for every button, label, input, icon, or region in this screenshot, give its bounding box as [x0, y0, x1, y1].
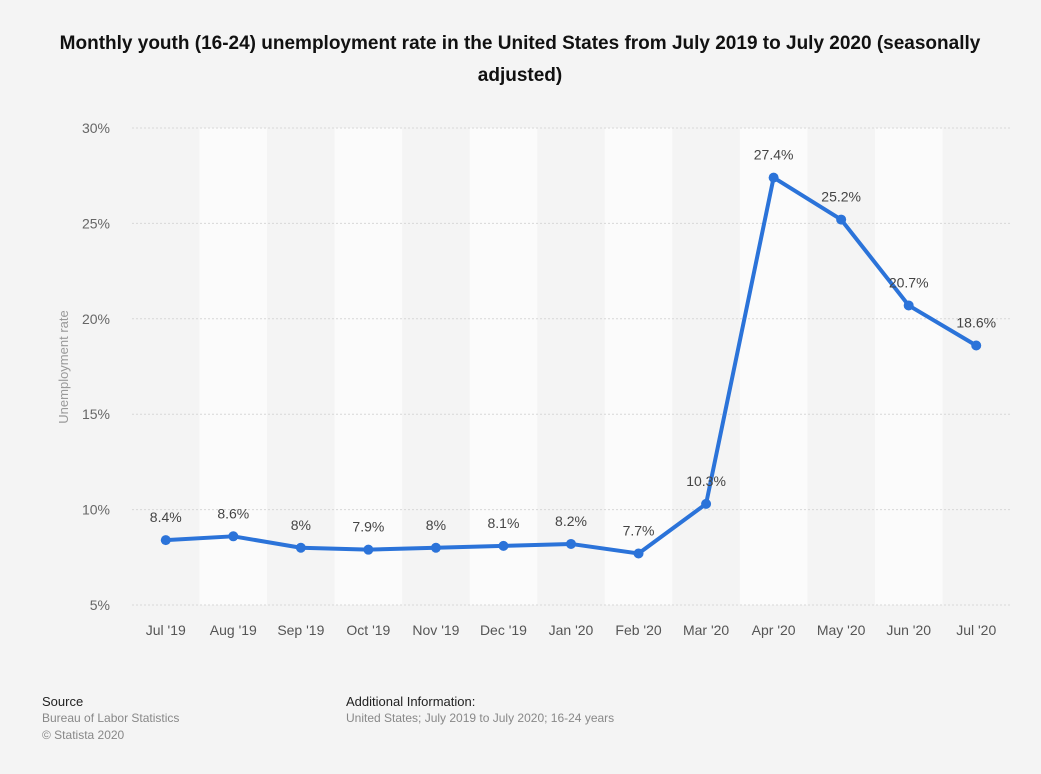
y-tick-label: 20%: [82, 311, 110, 327]
data-label: 7.7%: [623, 522, 655, 538]
column-band: [604, 128, 673, 605]
data-label: 10.3%: [686, 473, 726, 489]
data-point[interactable]: [498, 540, 509, 551]
x-tick-label: May '20: [817, 622, 866, 638]
data-point[interactable]: [566, 538, 576, 549]
y-tick-label: 10%: [82, 502, 110, 518]
y-tick-label: 25%: [82, 215, 110, 231]
data-point[interactable]: [768, 172, 779, 183]
x-axis-ticks: Jul '19 Aug '19 Sep '19 Oct '19 Nov '19 Dec '…: [146, 622, 997, 638]
x-tick-label: Apr '20: [752, 622, 796, 638]
x-tick-label: Jul '20: [956, 622, 996, 638]
data-label: 20.7%: [889, 274, 929, 290]
data-point[interactable]: [701, 498, 712, 509]
series-polyline: [163, 175, 979, 556]
data-label: 8.2%: [555, 513, 587, 529]
info-heading: Additional Information:: [346, 694, 476, 709]
data-points: [160, 172, 982, 559]
y-tick-label: 15%: [82, 406, 110, 422]
x-tick-label: Jan '20: [549, 622, 594, 638]
data-label: 7.9%: [352, 519, 384, 535]
column-band: [874, 128, 943, 605]
x-tick-label: Aug '19: [210, 622, 257, 638]
data-labels: 8.4% 8.6% 8% 7.9% 8% 8.1% 8.2% 7.7% 10.3% 27.4% 25…: [150, 147, 996, 539]
chart-title: Monthly youth (16-24) unemployment rate …: [59, 33, 981, 86]
data-label: 8%: [291, 517, 311, 533]
y-axis-label: Unemployment rate: [56, 310, 71, 423]
data-label: 8.4%: [150, 509, 182, 525]
source-heading: Source: [42, 694, 84, 709]
additional-info-block: Additional Information: United States; J…: [346, 693, 846, 727]
series-line: [163, 175, 979, 556]
source-block: Source Bureau of Labor Statistics © Stat…: [42, 693, 322, 744]
data-point[interactable]: [228, 531, 239, 542]
data-point[interactable]: [633, 548, 644, 559]
column-band: [199, 128, 268, 605]
data-label: 25.2%: [821, 189, 861, 205]
copyright: © Statista 2020: [42, 728, 125, 742]
data-label: 8%: [426, 517, 446, 533]
x-tick-label: Feb '20: [615, 622, 661, 638]
data-label: 27.4%: [754, 147, 794, 163]
source-name: Bureau of Labor Statistics: [42, 711, 180, 725]
x-tick-label: Jun '20: [886, 622, 931, 638]
column-band: [469, 128, 538, 605]
column-bands: [199, 128, 943, 605]
y-tick-label: 30%: [82, 120, 110, 136]
x-tick-label: Oct '19: [346, 622, 390, 638]
x-tick-label: Dec '19: [480, 622, 527, 638]
y-tick-label: 5%: [90, 597, 110, 613]
x-tick-label: Sep '19: [277, 622, 324, 638]
data-point[interactable]: [836, 214, 847, 225]
x-tick-label: Nov '19: [412, 622, 459, 638]
data-label: 8.6%: [217, 505, 249, 521]
data-label: 18.6%: [956, 315, 996, 331]
line-chart: 5% 10% 15% 20% 25% 30% Jul '19 Aug '19 Sep '19 O…: [56, 120, 1010, 638]
data-point[interactable]: [430, 542, 441, 553]
data-point[interactable]: [971, 340, 982, 351]
data-label: 8.1%: [488, 515, 520, 531]
y-axis-ticks: 5% 10% 15% 20% 25% 30%: [82, 120, 110, 613]
data-point[interactable]: [363, 544, 374, 555]
info-text: United States; July 2019 to July 2020; 1…: [346, 711, 615, 725]
data-point[interactable]: [295, 542, 306, 553]
column-band: [739, 128, 808, 605]
x-tick-label: Jul '19: [146, 622, 186, 638]
data-point[interactable]: [160, 535, 171, 546]
data-point[interactable]: [903, 300, 914, 311]
column-band: [334, 128, 403, 605]
x-tick-label: Mar '20: [683, 622, 729, 638]
